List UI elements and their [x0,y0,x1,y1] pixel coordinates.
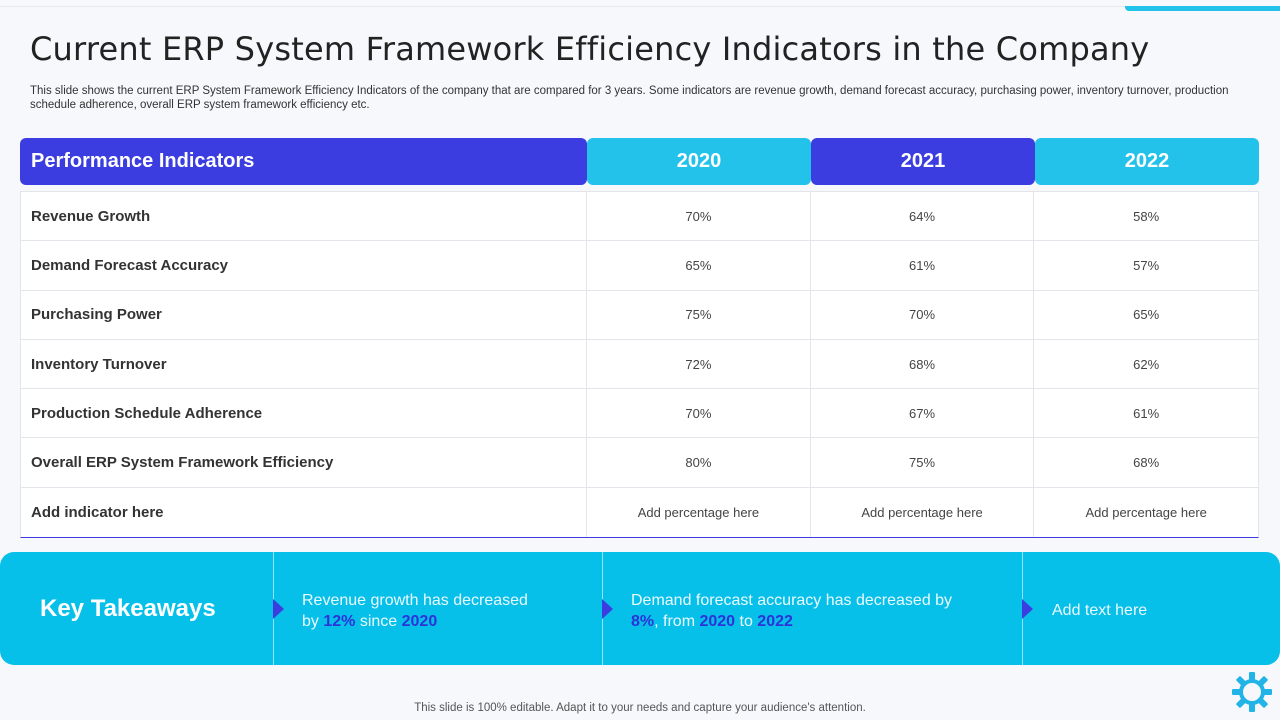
table-row: Overall ERP System Framework Efficiency … [21,438,1258,488]
cell-2021: 64% [811,192,1035,241]
takeaway-1-since: since [355,613,402,630]
arrow-right-icon [273,599,284,619]
table-row: Revenue Growth 70% 64% 58% [21,192,1258,242]
arrow-right-icon [602,599,613,619]
cell-2020: 80% [587,438,811,487]
top-accent-bar [1125,6,1280,11]
cell-2022: 57% [1133,257,1160,273]
cell-2021: Add percentage here [811,487,1035,538]
row-label: Production Schedule Adherence [21,389,588,438]
row-label: Revenue Growth [21,192,588,241]
cell-2020: 72% [587,339,811,389]
table-row: Add indicator here Add percentage here A… [21,487,1258,538]
takeaway-1-text: Revenue growth has decreased [302,592,528,609]
table-header: Performance Indicators 2020 2021 2022 [20,138,1259,185]
table-row: Inventory Turnover 72% 68% 62% [21,339,1258,390]
top-divider [0,6,1280,7]
cell-2020: Add percentage here [587,487,811,538]
cell-2020: 75% [587,290,811,339]
cell-2022: Add percentage here [1085,504,1207,520]
takeaway-2-to: to [735,613,758,630]
takeaway-2-from: , from [654,613,700,630]
header-2020: 2020 [587,138,811,185]
cell-2022: 61% [1133,405,1160,421]
takeaway-item-2: Demand forecast accuracy has decreased b… [631,590,1011,632]
takeaway-1-by: by [302,613,324,630]
cell-2022: 68% [1133,455,1160,471]
takeaway-1-percent: 12% [323,613,356,630]
page-subtitle: This slide shows the current ERP System … [30,85,1229,111]
row-label: Inventory Turnover [21,339,588,389]
takeaway-1-year: 2020 [401,613,438,630]
takeaway-item-1: Revenue growth has decreased by 12% sinc… [302,590,592,632]
gear-icon [1232,672,1272,712]
takeaway-2-percent: 8% [631,613,655,630]
cell-2021: 67% [811,389,1035,438]
arrow-right-icon [1022,599,1033,619]
cell-2022: 58% [1133,208,1160,224]
footer-note: This slide is 100% editable. Adapt it to… [414,702,866,714]
row-label: Demand Forecast Accuracy [21,241,588,290]
cell-2021: 70% [811,290,1035,339]
indicators-table: Performance Indicators 2020 2021 2022 Re… [20,138,1259,539]
cell-2021: 75% [811,438,1035,487]
cell-2021: 68% [811,339,1035,389]
row-label: Add indicator here [21,487,588,538]
header-2022: 2022 [1035,138,1259,185]
row-label: Overall ERP System Framework Efficiency [21,438,588,487]
cell-2022: 62% [1133,356,1160,372]
cell-2020: 70% [587,192,811,241]
key-takeaways-title: Key Takeaways [40,594,216,622]
takeaway-2-year-to: 2022 [757,613,793,630]
cell-2022: 65% [1133,307,1160,323]
table-row: Production Schedule Adherence 70% 67% 61… [21,389,1258,439]
cell-2020: 70% [587,389,811,438]
header-performance-indicators: Performance Indicators [20,138,587,185]
table-row: Purchasing Power 75% 70% 65% [21,290,1258,340]
row-label: Purchasing Power [21,290,588,339]
cell-2021: 61% [811,241,1035,290]
table-body: Revenue Growth 70% 64% 58% Demand Foreca… [20,191,1259,539]
takeaway-2-year-from: 2020 [699,613,736,630]
takeaway-item-3: Add text here [1052,602,1148,619]
page-title: Current ERP System Framework Efficiency … [30,30,1150,68]
header-2021: 2021 [811,138,1035,185]
takeaway-2-text: Demand forecast accuracy has decreased b… [631,592,953,609]
table-row: Demand Forecast Accuracy 65% 61% 57% [21,241,1258,291]
cell-2020: 65% [587,241,811,290]
key-takeaways-banner: Key Takeaways Revenue growth has decreas… [0,552,1280,665]
